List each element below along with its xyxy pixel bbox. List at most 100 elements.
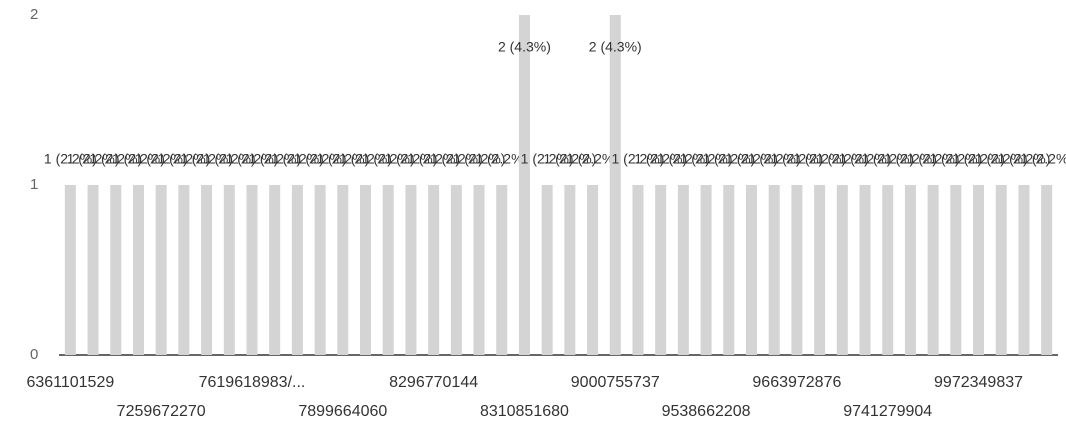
bar [405, 185, 417, 355]
value-label: 1 (2.2%) [680, 151, 733, 167]
value-label: 1 (2.2%) [725, 151, 778, 167]
x-tick-label: 9741279904 [843, 403, 932, 420]
value-label: 1 (2.2%) [316, 151, 369, 167]
value-label: 1 (2.2%) [884, 151, 937, 167]
bar [428, 185, 440, 355]
value-label: 1 (2.2%) [566, 151, 619, 167]
bar [973, 185, 985, 355]
value-label: 1 (2.2%) [271, 151, 324, 167]
value-label: 1 (2.2%) [634, 151, 687, 167]
bar [859, 185, 871, 355]
bar [587, 185, 599, 355]
bar [360, 185, 372, 355]
bar [927, 185, 939, 355]
x-tick-label: 7899664060 [298, 403, 387, 420]
value-label: 1 (2.2%) [861, 151, 914, 167]
value-label: 1 (2.2%) [748, 151, 801, 167]
x-tick-label: 7259672270 [117, 403, 206, 420]
bar [291, 185, 303, 355]
bar [836, 185, 848, 355]
value-label: 1 (2.2%) [407, 151, 460, 167]
value-label: 1 (2.2%) [226, 151, 279, 167]
bar [518, 15, 530, 355]
bar [723, 185, 735, 355]
bar [496, 185, 508, 355]
value-label: 1 (2.2%) [180, 151, 233, 167]
x-tick-label: 9538662208 [662, 403, 751, 420]
y-tick-label: 0 [30, 346, 38, 363]
value-label: 1 (2.2%) [839, 151, 892, 167]
value-label: 1 (2.2%) [112, 151, 165, 167]
value-label: 1 (2.2%) [929, 151, 982, 167]
value-label: 1 (2.2%) [702, 151, 755, 167]
value-label: 1 (2.2%) [384, 151, 437, 167]
bar [269, 185, 281, 355]
bar [178, 185, 190, 355]
value-label: 1 (2.2%) [543, 151, 596, 167]
bar [87, 185, 99, 355]
value-label: 2 (4.3%) [498, 39, 551, 55]
bar [314, 185, 326, 355]
value-label: 1 (2.2%) [793, 151, 846, 167]
bar [904, 185, 916, 355]
bar [882, 185, 894, 355]
value-label: 2 (4.3%) [589, 39, 642, 55]
bar [814, 185, 826, 355]
bar [450, 185, 462, 355]
x-tick-label: 9663972876 [752, 374, 841, 391]
x-tick-label: 9000755737 [571, 374, 660, 391]
bar [382, 185, 394, 355]
value-label: 1 (2.2%) [157, 151, 210, 167]
x-tick-label: 8310851680 [480, 403, 569, 420]
value-label: 1 (2.2%) [816, 151, 869, 167]
bar [677, 185, 689, 355]
value-label: 1 (2.2%) [770, 151, 823, 167]
bar [155, 185, 167, 355]
value-label: 1 (2.2%) [294, 151, 347, 167]
value-label: 1 (2.2%) [362, 151, 415, 167]
bar [223, 185, 235, 355]
value-label: 1 (2.2%) [44, 151, 97, 167]
bar [745, 185, 757, 355]
bar [473, 185, 485, 355]
value-label: 1 (2.2%) [430, 151, 483, 167]
value-label: 1 (2.2%) [203, 151, 256, 167]
bar [337, 185, 349, 355]
value-label: 1 (2.2%) [657, 151, 710, 167]
bar [64, 185, 76, 355]
x-tick-label: 6361101529 [26, 374, 114, 391]
y-tick-label: 2 [30, 6, 38, 23]
bar [541, 185, 553, 355]
x-tick-label: 8296770144 [389, 374, 478, 391]
x-tick-label: 7619618983/... [199, 374, 306, 391]
value-label: 1 (2.2%) [67, 151, 120, 167]
bar [609, 15, 621, 355]
bar [1018, 185, 1030, 355]
bar [564, 185, 576, 355]
bar [791, 185, 803, 355]
value-label: 1 (2.2%) [475, 151, 528, 167]
bar [110, 185, 122, 355]
bar [132, 185, 144, 355]
value-label: 1 (2.2%) [952, 151, 1005, 167]
value-label: 1 (2.2%) [521, 151, 574, 167]
bar [768, 185, 780, 355]
value-label: 1 (2.2%) [907, 151, 960, 167]
value-label: 1 (2.2%) [248, 151, 301, 167]
value-label: 1 (2.2%) [997, 151, 1050, 167]
value-label: 1 (2.2%) [89, 151, 142, 167]
value-label: 1 (2.2%) [975, 151, 1028, 167]
value-label: 1 (2.2%) [453, 151, 506, 167]
bar [950, 185, 962, 355]
value-label: 1 (2.2%) [339, 151, 392, 167]
value-label: 1 (2.2%) [1020, 151, 1066, 167]
bar [632, 185, 644, 355]
x-tick-label: 9972349837 [934, 374, 1023, 391]
y-tick-label: 1 [30, 176, 38, 193]
bar [201, 185, 213, 355]
bar [655, 185, 667, 355]
value-label: 1 (2.2%) [135, 151, 188, 167]
bar [1041, 185, 1053, 355]
